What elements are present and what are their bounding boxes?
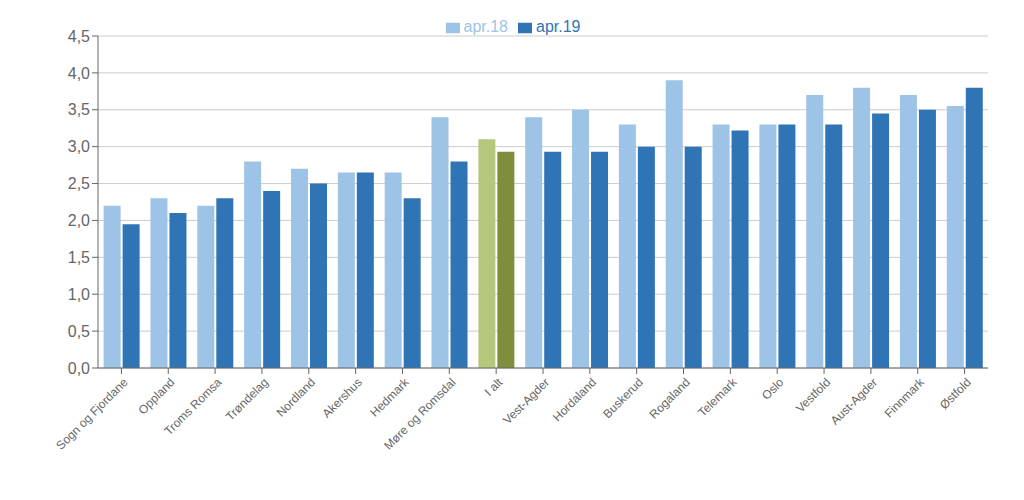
svg-text:2,5: 2,5 [68, 175, 90, 192]
svg-text:Oslo: Oslo [759, 375, 787, 403]
svg-text:1,0: 1,0 [68, 286, 90, 303]
svg-text:4,5: 4,5 [68, 28, 90, 45]
html-text:apr.18: apr.18 [463, 18, 508, 35]
svg-text:3,0: 3,0 [68, 138, 90, 155]
svg-text:Finnmark: Finnmark [882, 375, 928, 421]
svg-text:Trøndelag: Trøndelag [223, 375, 271, 423]
svg-text:Hedmark: Hedmark [367, 375, 412, 420]
svg-text:2,0: 2,0 [68, 212, 90, 229]
svg-text:Rogaland: Rogaland [646, 375, 692, 421]
svg-text:1,5: 1,5 [68, 249, 90, 266]
svg-text:Østfold: Østfold [937, 375, 974, 412]
svg-text:Akershus: Akershus [320, 375, 365, 420]
html-text:apr.19: apr.19 [536, 18, 581, 35]
svg-text:Troms Romsa: Troms Romsa [161, 375, 224, 438]
svg-text:Sogn og Fjordane: Sogn og Fjordane [53, 375, 131, 453]
svg-text:Nordland: Nordland [274, 375, 318, 419]
svg-text:Møre og Romsdal: Møre og Romsdal [381, 375, 458, 452]
svg-text:Vestfold: Vestfold [793, 375, 833, 415]
svg-text:I alt: I alt [482, 375, 506, 399]
svg-text:Telemark: Telemark [695, 375, 740, 420]
svg-text:Vest-Agder: Vest-Agder [500, 375, 552, 427]
svg-text:Aust-Agder: Aust-Agder [828, 375, 880, 427]
svg-text:4,0: 4,0 [68, 65, 90, 82]
svg-text:Buskerud: Buskerud [600, 375, 646, 421]
svg-text:0,0: 0,0 [68, 360, 90, 377]
svg-text:Oppland: Oppland [135, 375, 177, 417]
svg-text:3,5: 3,5 [68, 101, 90, 118]
svg-text:Hordaland: Hordaland [550, 375, 599, 424]
svg-text:0,5: 0,5 [68, 323, 90, 340]
